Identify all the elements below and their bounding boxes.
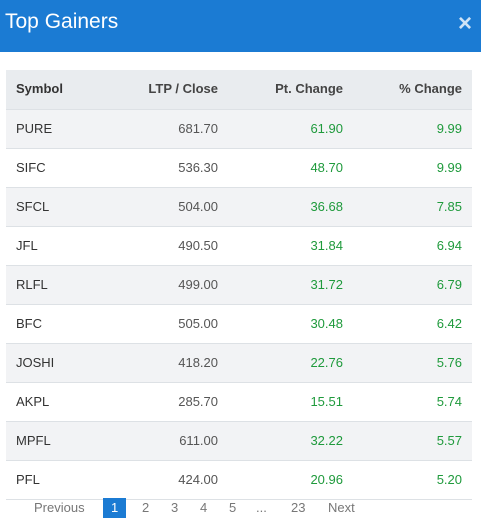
- close-button[interactable]: ×: [457, 10, 472, 37]
- table-row: PURE 681.70 61.90 9.99: [6, 110, 472, 149]
- table-cell: RLFL: [16, 277, 48, 292]
- table-cell: SFCL: [16, 199, 50, 214]
- table-cell: 6.79: [436, 277, 462, 292]
- table-cell: 7.85: [436, 199, 462, 214]
- table-cell: 536.30: [178, 160, 218, 175]
- pagination: Previous 1 2 3 4 5... 23 Next: [0, 498, 481, 518]
- table-cell: 36.68: [310, 199, 343, 214]
- table-row: SFCL 504.00 36.68 7.85: [6, 188, 472, 227]
- table-cell: 48.70: [310, 160, 343, 175]
- table-cell: 5.76: [436, 355, 462, 370]
- table-cell: 31.72: [310, 277, 343, 292]
- table-cell: 5.74: [436, 394, 462, 409]
- table-cell: 61.90: [310, 121, 343, 136]
- column-header[interactable]: Symbol: [16, 81, 63, 96]
- modal-header: Top Gainers ×: [0, 0, 481, 52]
- table-cell: PURE: [16, 121, 53, 136]
- page-link[interactable]: 3: [171, 500, 179, 515]
- table-cell: 681.70: [178, 121, 218, 136]
- table-cell: 504.00: [178, 199, 218, 214]
- page-link[interactable]: Next: [328, 500, 355, 515]
- table-cell: 15.51: [310, 394, 343, 409]
- table-cell: 22.76: [310, 355, 343, 370]
- table-cell: 31.84: [310, 238, 343, 253]
- gainers-table: Symbol LTP / Close Pt. Change % Change PURE 6…: [6, 70, 472, 500]
- table-cell: 611.00: [179, 433, 218, 448]
- table-cell: 5.20: [436, 472, 462, 487]
- modal-title: Top Gainers: [5, 10, 119, 33]
- table-cell: 9.99: [436, 160, 462, 175]
- header-row: Symbol LTP / Close Pt. Change % Change: [6, 70, 472, 110]
- table-cell: 32.22: [310, 433, 343, 448]
- table-row: SIFC 536.30 48.70 9.99: [6, 149, 472, 188]
- table-cell: 424.00: [178, 472, 218, 487]
- table-cell: MPFL: [16, 433, 51, 448]
- table-row: BFC 505.00 30.48 6.42: [6, 305, 472, 344]
- table-cell: SIFC: [16, 160, 46, 175]
- table-row: MPFL 611.00 32.22 5.57: [6, 422, 472, 461]
- page-link[interactable]: ...: [256, 500, 267, 515]
- table-cell: 285.70: [178, 394, 218, 409]
- table-cell: 505.00: [178, 316, 218, 331]
- table-row: AKPL 285.70 15.51 5.74: [6, 383, 472, 422]
- table-row: JFL 490.50 31.84 6.94: [6, 227, 472, 266]
- table-cell: BFC: [16, 316, 42, 331]
- table-cell: 418.20: [178, 355, 218, 370]
- table-row: JOSHI 418.20 22.76 5.76: [6, 344, 472, 383]
- table-cell: JFL: [16, 238, 38, 253]
- column-header[interactable]: LTP / Close: [148, 81, 218, 96]
- table-cell: 490.50: [178, 238, 218, 253]
- table-cell: 6.42: [436, 316, 462, 331]
- table-cell: 20.96: [310, 472, 343, 487]
- table-cell: 30.48: [310, 316, 343, 331]
- table-cell: PFL: [16, 472, 40, 487]
- column-header[interactable]: Pt. Change: [275, 81, 343, 96]
- page-link[interactable]: 2: [142, 500, 150, 515]
- table-row: RLFL 499.00 31.72 6.79: [6, 266, 472, 305]
- page-link[interactable]: 4: [200, 500, 208, 515]
- table-cell: 9.99: [436, 121, 462, 136]
- column-header[interactable]: % Change: [399, 81, 462, 96]
- table-row: PFL 424.00 20.96 5.20: [6, 461, 472, 500]
- page-link[interactable]: 23: [291, 500, 306, 515]
- table-cell: JOSHI: [16, 355, 55, 370]
- page-link[interactable]: 5: [229, 500, 237, 515]
- table-cell: 6.94: [436, 238, 462, 253]
- table-cell: 5.57: [436, 433, 462, 448]
- page-link[interactable]: Previous: [34, 500, 85, 515]
- table-cell: AKPL: [16, 394, 50, 409]
- page-link[interactable]: 1: [103, 498, 127, 518]
- table-cell: 499.00: [178, 277, 218, 292]
